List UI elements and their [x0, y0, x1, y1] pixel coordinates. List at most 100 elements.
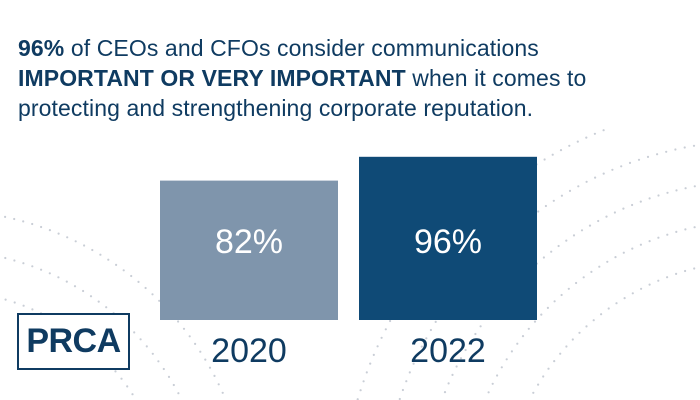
logo-text: PRCA [26, 322, 121, 360]
background-dot [602, 172, 605, 175]
background-dot [474, 332, 477, 336]
background-dot [188, 335, 191, 338]
headline-text-1: of CEOs and CFOs consider communications [64, 35, 539, 61]
background-dot [516, 342, 519, 345]
background-dot [376, 345, 379, 348]
background-dot [182, 327, 186, 330]
background-dot [560, 293, 563, 297]
bar-value-label-2020: 82% [215, 223, 283, 261]
background-dot [491, 382, 494, 385]
background-dot [590, 270, 593, 273]
background-dot [213, 374, 216, 377]
background-dot [666, 276, 669, 279]
background-dot [177, 392, 180, 395]
background-dot [398, 397, 401, 400]
background-dot [82, 289, 85, 293]
background-dot [31, 308, 34, 311]
background-dot [575, 281, 578, 285]
background-dot [553, 300, 556, 303]
background-dot [568, 144, 571, 147]
background-dot [133, 331, 136, 334]
background-dot [615, 302, 618, 305]
background-dot [4, 256, 7, 260]
background-dot [208, 366, 212, 369]
background-dot [693, 185, 696, 188]
background-dot [684, 269, 687, 273]
background-dot [157, 360, 160, 363]
background-dot [172, 383, 175, 387]
background-dot [553, 360, 556, 363]
background-dot [487, 391, 490, 394]
background-dot [606, 260, 609, 263]
background-dot [592, 319, 595, 322]
background-dot [365, 371, 368, 374]
background-dot [459, 357, 463, 360]
background-dot [585, 180, 588, 183]
bar-2022 [359, 156, 537, 320]
background-dot [65, 280, 68, 283]
background-dot [675, 189, 678, 192]
background-dot [577, 185, 580, 188]
background-dot [572, 234, 576, 237]
background-dot [571, 338, 574, 341]
background-dot [639, 243, 643, 246]
background-dot [83, 244, 86, 247]
background-dot [565, 345, 568, 348]
background-dot [631, 247, 634, 250]
headline-emphasis: IMPORTANT OR VERY IMPORTANT [18, 65, 406, 91]
background-dot [567, 287, 570, 290]
background-dot [455, 365, 458, 368]
background-dot [194, 342, 197, 345]
background-dot [408, 371, 411, 374]
background-dot [622, 251, 625, 254]
background-dot [57, 232, 60, 235]
background-dot [648, 197, 651, 200]
background-dot [657, 194, 660, 197]
background-dot [479, 325, 482, 328]
bar-2020 [160, 180, 338, 320]
background-dot [469, 340, 472, 344]
background-dot [594, 176, 597, 179]
background-dot [533, 320, 537, 323]
background-dot [31, 265, 34, 268]
prca-logo: PRCA [17, 313, 130, 370]
background-dot [31, 222, 34, 226]
headline-stat: 96% [18, 35, 65, 61]
background-dot [559, 149, 563, 152]
background-dot [120, 377, 123, 380]
background-dot [13, 301, 16, 304]
background-dot [532, 391, 535, 394]
background-dot [602, 129, 605, 132]
background-dot [607, 307, 610, 310]
bar-value-label-2022: 96% [414, 223, 482, 261]
background-dot [48, 272, 51, 275]
background-dot [443, 391, 447, 394]
background-dot [162, 367, 165, 371]
background-dot [544, 204, 548, 208]
background-dot [598, 265, 601, 268]
background-dot [648, 283, 651, 286]
background-dot [646, 155, 650, 158]
background-dot [613, 211, 617, 214]
background-dot [144, 286, 147, 290]
background-dot [559, 352, 562, 355]
background-dot [666, 233, 669, 236]
background-dot [151, 352, 154, 355]
background-dot [48, 229, 52, 232]
background-dot [177, 320, 180, 323]
category-label-2020: 2020 [211, 332, 287, 370]
background-dot [359, 389, 362, 392]
background-dot [107, 258, 110, 261]
background-dot [537, 210, 540, 213]
background-dot [576, 140, 579, 143]
background-dot [420, 345, 423, 348]
background-dot [552, 199, 555, 202]
background-dot [665, 150, 668, 153]
background-dot [543, 158, 546, 161]
background-dot [372, 353, 375, 356]
background-dot [580, 229, 584, 232]
background-dot [578, 331, 581, 334]
background-dot [405, 380, 408, 383]
background-dot [362, 380, 365, 383]
background-dot [527, 327, 530, 330]
